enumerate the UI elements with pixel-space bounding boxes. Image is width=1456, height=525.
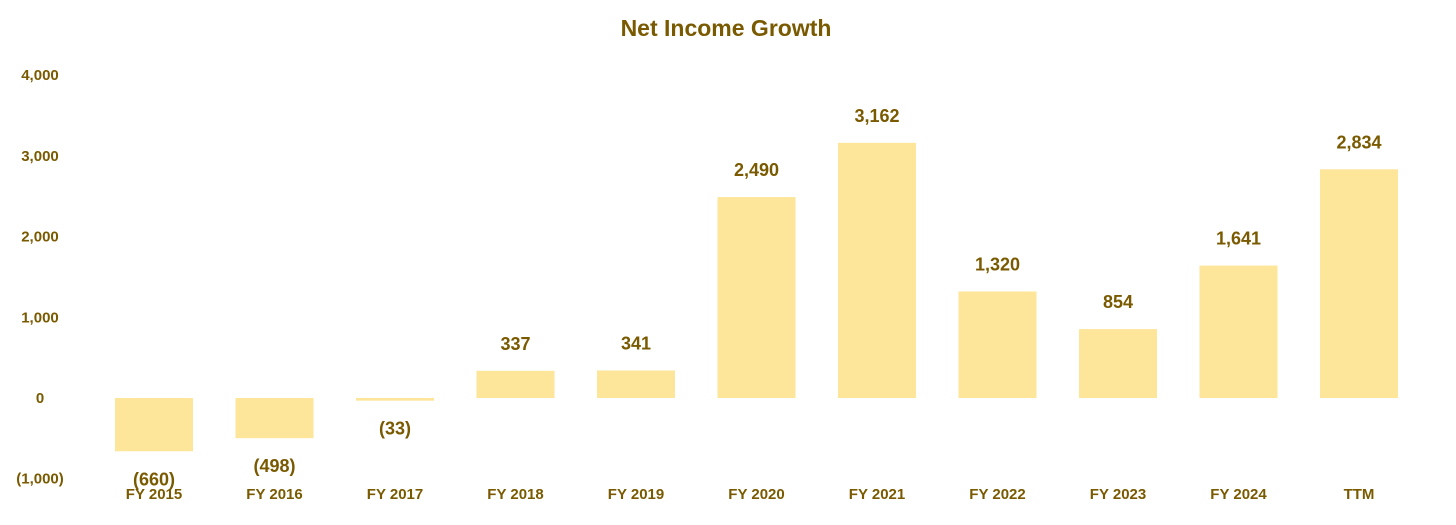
y-tick-label: 4,000: [21, 67, 59, 84]
bar-fy-2024: [1199, 265, 1278, 398]
y-axis: 4,000 3,000 2,000 1,000 0 (1,000): [16, 67, 64, 488]
y-tick-label: (1,000): [16, 471, 64, 488]
bar-fy-2019: [597, 370, 675, 398]
x-tick-label: FY 2024: [1210, 486, 1267, 503]
y-tick-label: 3,000: [21, 148, 59, 165]
data-label: (33): [379, 419, 411, 439]
data-label: 854: [1103, 292, 1133, 312]
chart-title: Net Income Growth: [621, 15, 832, 41]
x-tick-label: FY 2015: [126, 486, 182, 503]
data-label: 3,162: [854, 106, 899, 126]
data-label: 1,641: [1216, 229, 1261, 249]
x-tick-label: FY 2019: [608, 486, 664, 503]
x-tick-label: FY 2021: [849, 486, 905, 503]
y-tick-label: 0: [36, 390, 44, 407]
data-label: 1,320: [975, 254, 1020, 274]
bar-fy-2015: [115, 398, 193, 452]
x-tick-label: FY 2023: [1090, 486, 1146, 503]
y-tick-label: 2,000: [21, 229, 59, 246]
bar-fy-2017: [356, 398, 434, 401]
data-label: 2,490: [734, 160, 779, 180]
bar-fy-2020: [717, 197, 796, 398]
bar-ttm: [1320, 169, 1398, 398]
bar-fy-2022: [958, 291, 1037, 398]
x-tick-label: FY 2022: [969, 486, 1025, 503]
bar-fy-2016: [235, 398, 314, 439]
x-tick-label: FY 2016: [246, 486, 302, 503]
x-tick-label: TTM: [1344, 486, 1375, 503]
x-axis: FY 2015 FY 2016 FY 2017 FY 2018 FY 2019 FY 20…: [126, 486, 1375, 503]
data-label: 2,834: [1336, 132, 1381, 152]
data-label: 341: [621, 333, 651, 353]
data-labels: (660) (498) (33) 337 341 2,490 3,162 1,320 854 1,…: [133, 106, 1382, 489]
x-tick-label: FY 2020: [728, 486, 784, 503]
data-label: (660): [133, 469, 175, 489]
bar-fy-2018: [476, 370, 555, 398]
bar-fy-2023: [1079, 329, 1157, 398]
x-tick-label: FY 2017: [367, 486, 423, 503]
data-label: (498): [253, 456, 295, 476]
bar-fy-2021: [838, 142, 916, 398]
bar-series: [115, 142, 1398, 452]
x-tick-label: FY 2018: [487, 486, 543, 503]
data-label: 337: [500, 334, 530, 354]
y-tick-label: 1,000: [21, 309, 59, 326]
